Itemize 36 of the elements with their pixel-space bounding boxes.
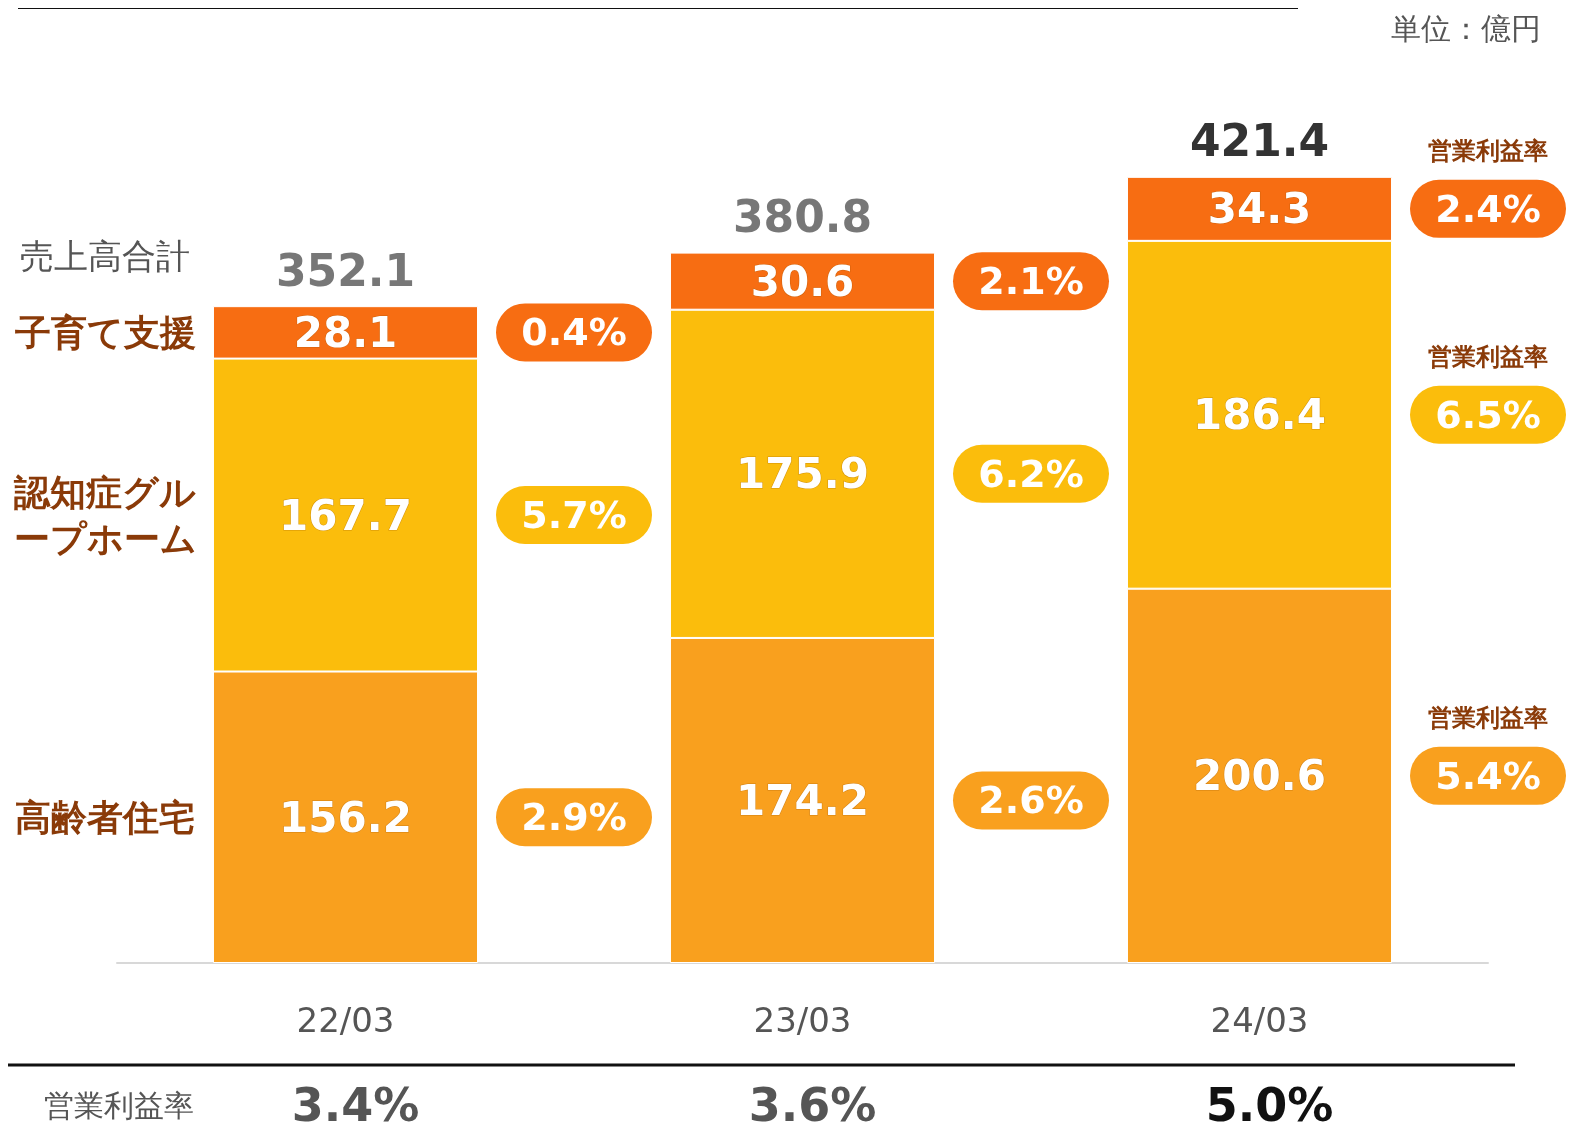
x-tick-label: 24/03 bbox=[1210, 1000, 1309, 1040]
annotation: 売上高合計 bbox=[20, 236, 190, 277]
data-label: 34.3 bbox=[1207, 184, 1312, 234]
total-label: 352.1 bbox=[275, 244, 416, 296]
annotation: 2.9% bbox=[521, 795, 627, 840]
x-tick-label: 22/03 bbox=[296, 1000, 395, 1040]
annotation: 5.7% bbox=[521, 493, 627, 538]
text: 営業利益率 bbox=[1428, 136, 1548, 165]
annotation: 5.4% bbox=[1435, 753, 1541, 798]
annotation: 営業利益率 bbox=[1428, 703, 1548, 732]
text: 5.0% bbox=[1205, 1078, 1334, 1132]
total-label: 421.4 bbox=[1189, 115, 1330, 167]
series-label: 子育て支援 bbox=[14, 311, 196, 353]
text: 単位：億円 bbox=[1391, 10, 1541, 46]
annotation: 2.6% bbox=[978, 778, 1084, 823]
annotation: 6.2% bbox=[978, 451, 1084, 496]
series-label: 高齢者住宅 bbox=[15, 796, 195, 838]
total-label: 380.8 bbox=[732, 191, 873, 243]
text: 3.4% bbox=[291, 1078, 420, 1132]
data-label: 174.2 bbox=[736, 775, 869, 825]
data-label: 200.6 bbox=[1193, 751, 1326, 801]
text: 3.6% bbox=[748, 1078, 877, 1132]
annotation: 営業利益率 bbox=[1428, 342, 1548, 371]
data-label: 28.1 bbox=[293, 307, 398, 357]
data-label: 175.9 bbox=[736, 449, 869, 499]
annotation: 0.4% bbox=[521, 310, 627, 355]
text: 営業利益率 bbox=[44, 1087, 194, 1123]
annotation: 2.1% bbox=[978, 259, 1084, 304]
data-label: 167.7 bbox=[279, 490, 412, 540]
data-label: 156.2 bbox=[279, 792, 412, 842]
data-label: 186.4 bbox=[1193, 390, 1326, 440]
data-label: 30.6 bbox=[750, 256, 855, 306]
series-label: 認知症グループホーム bbox=[13, 471, 197, 559]
annotation: 6.5% bbox=[1435, 392, 1541, 437]
annotation: 2.4% bbox=[1435, 186, 1541, 231]
x-tick-label: 23/03 bbox=[753, 1000, 852, 1040]
